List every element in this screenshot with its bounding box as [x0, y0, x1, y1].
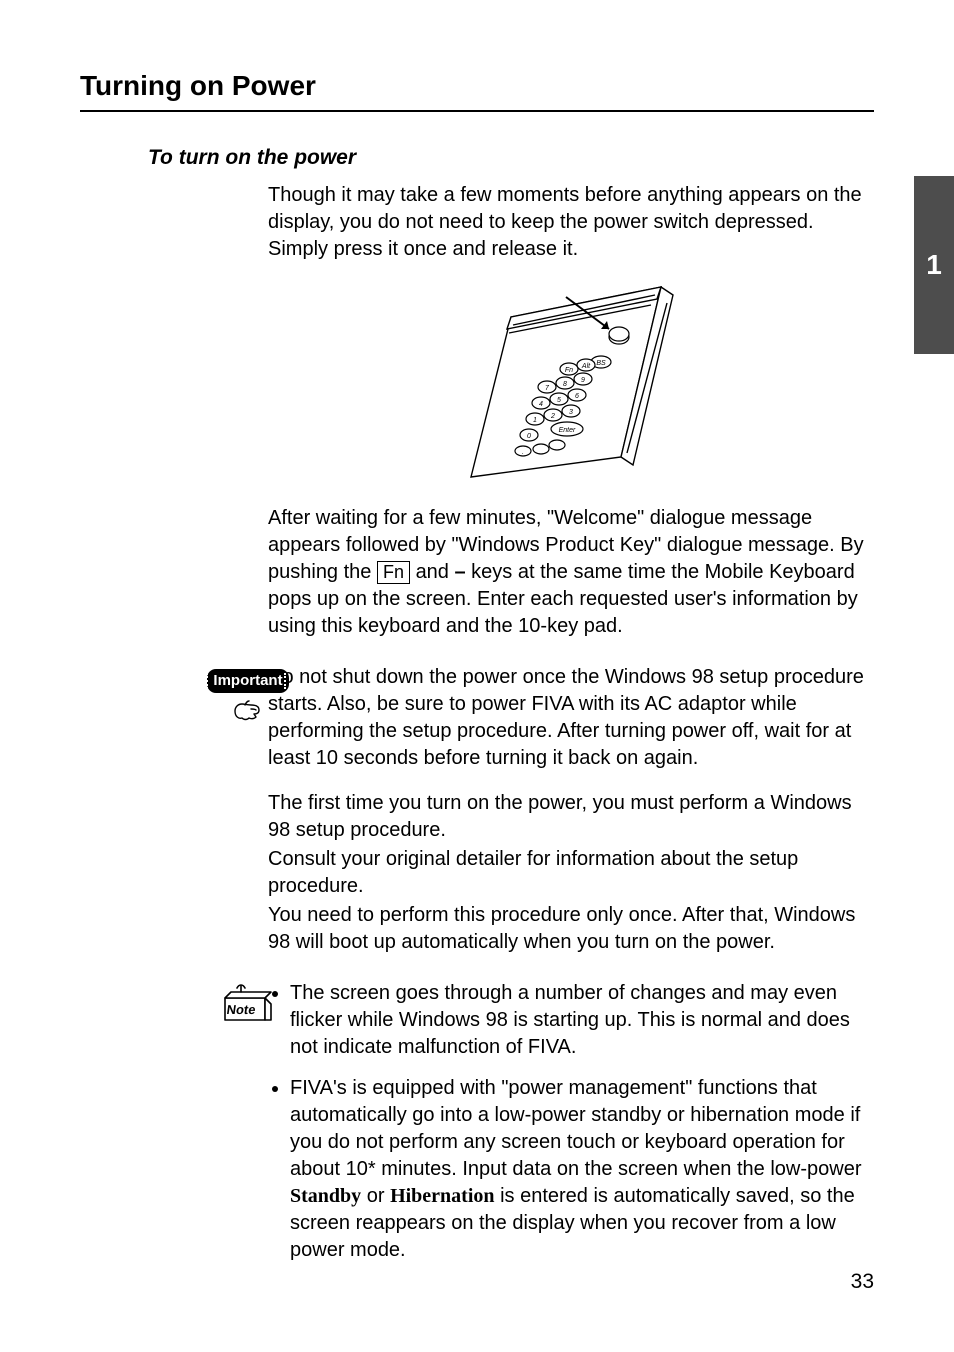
svg-text:6: 6: [575, 393, 579, 400]
text-seg: or: [361, 1185, 390, 1207]
hibernation-word: Hibernation: [390, 1185, 494, 1207]
svg-text:BS: BS: [596, 360, 606, 367]
after-illustration-paragraph: After waiting for a few minutes, "Welcom…: [268, 505, 864, 640]
important-p1: Do not shut down the power once the Wind…: [268, 664, 864, 772]
section-rule: [80, 110, 874, 112]
note-list: The screen goes through a number of chan…: [268, 980, 864, 1264]
svg-text:Alt: Alt: [581, 363, 591, 370]
svg-text:8: 8: [563, 381, 567, 388]
device-illustration: Fn BS Alt 7 8 9 4 5 6 1 2 3 0: [268, 277, 864, 495]
important-p2: The first time you turn on the power, yo…: [268, 790, 864, 844]
important-label: Important: [207, 669, 288, 693]
standby-word: Standby: [290, 1185, 361, 1207]
keypad-icon: Fn BS Alt 7 8 9 4 5 6 1 2 3 0: [451, 277, 681, 487]
subheading: To turn on the power: [148, 146, 874, 170]
svg-text:9: 9: [581, 377, 585, 384]
svg-text:0: 0: [527, 433, 531, 440]
note-label-text: Note: [226, 1002, 257, 1017]
svg-text:4: 4: [539, 401, 543, 408]
section-title: Turning on Power: [80, 70, 874, 102]
svg-text:1: 1: [533, 417, 537, 424]
note-item: FIVA's is equipped with "power managemen…: [290, 1075, 864, 1264]
note-badge: Note: [198, 982, 298, 1026]
dash-key: –: [455, 561, 466, 583]
svg-text:2: 2: [550, 413, 555, 420]
important-badge: Important: [198, 666, 298, 731]
svg-text:.: .: [522, 449, 524, 456]
svg-text:3: 3: [569, 409, 573, 416]
svg-text:5: 5: [557, 397, 561, 404]
important-p4: You need to perform this procedure only …: [268, 902, 864, 956]
fn-key-icon: Fn: [377, 561, 410, 584]
note-block: Note The screen goes through a number of…: [268, 980, 864, 1264]
body-column: Though it may take a few moments before …: [268, 182, 864, 1264]
note-item: The screen goes through a number of chan…: [290, 980, 864, 1061]
text-seg: FIVA's is equipped with "power managemen…: [290, 1077, 861, 1180]
svg-text:Fn: Fn: [565, 367, 573, 374]
manual-page: Turning on Power To turn on the power Th…: [0, 0, 954, 1352]
page-number: 33: [851, 1270, 874, 1294]
hand-icon: [198, 697, 298, 731]
svg-text:Enter: Enter: [559, 427, 576, 434]
chapter-tab: 1: [914, 176, 954, 354]
chapter-number: 1: [926, 249, 942, 281]
intro-paragraph: Though it may take a few moments before …: [268, 182, 864, 263]
text-seg: and: [416, 561, 455, 583]
important-block: Important Do not shut down the power onc…: [268, 664, 864, 956]
note-icon: Note: [219, 982, 277, 1026]
important-p3: Consult your original detailer for infor…: [268, 846, 864, 900]
